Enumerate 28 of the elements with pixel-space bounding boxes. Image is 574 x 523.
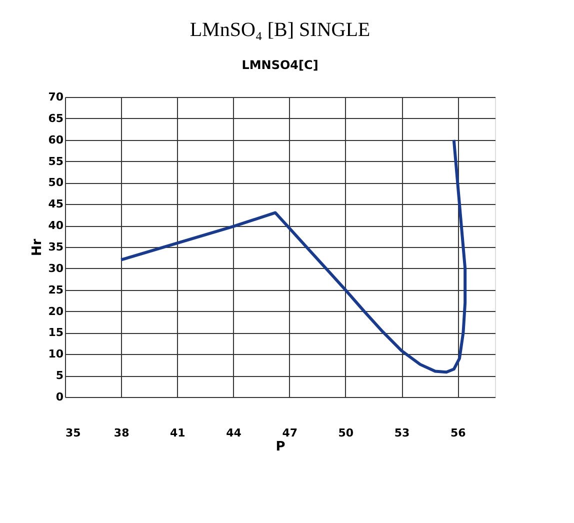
x-tick-label: 44 [226,426,242,440]
y-tick-label: 0 [56,390,64,404]
y-tick-label: 30 [48,262,64,275]
y-tick-label: 70 [48,90,64,104]
chart-title: LMnSO₄ [B] SINGLE [190,19,370,41]
y-tick-label: 20 [48,304,64,318]
y-tick-label: 45 [48,198,64,211]
x-axis-title: P [276,440,286,454]
y-tick-label: 60 [48,133,64,146]
x-tick-label: 41 [170,426,186,440]
y-axis-title: Hr [30,238,46,256]
y-tick-label: 40 [48,219,64,232]
x-tick-label: 38 [114,426,130,440]
y-tick-label: 15 [48,326,64,340]
y-tick-label: 10 [48,348,64,361]
y-tick-label: 50 [48,176,64,190]
chart-subtitle: LMNSO4[C] [242,58,318,72]
x-tick-label: 56 [450,426,466,440]
y-tick-label: 35 [48,240,64,254]
y-tick-label: 25 [48,283,64,296]
x-tick-label: 35 [66,426,81,440]
line-series [120,138,467,374]
x-tick-label: 53 [394,426,410,440]
x-tick-label: 50 [338,426,354,440]
y-tick-label: 5 [56,369,64,382]
x-tick-label: 47 [282,426,298,440]
y-tick-label: 65 [48,112,64,125]
y-tick-label: 55 [48,154,64,168]
